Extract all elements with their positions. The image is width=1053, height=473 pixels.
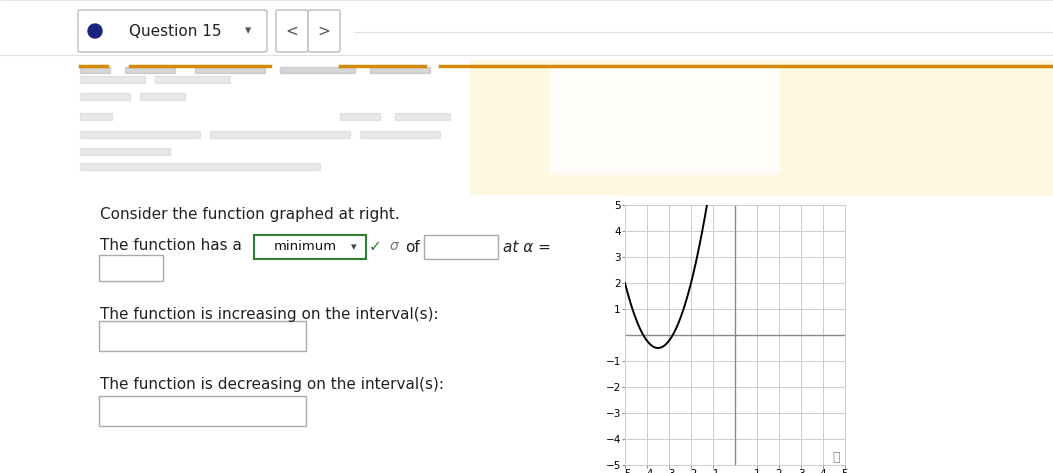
Text: <: < (285, 24, 298, 38)
Text: at α =: at α = (503, 239, 551, 254)
Bar (210, 131, 350, 138)
Bar (155, 76, 230, 83)
FancyBboxPatch shape (99, 255, 163, 281)
Text: σ: σ (390, 239, 399, 253)
Text: ▾: ▾ (245, 25, 251, 37)
Text: The function is decreasing on the interval(s):: The function is decreasing on the interv… (100, 377, 444, 393)
Bar (370, 67, 430, 73)
Bar (125, 67, 175, 73)
FancyBboxPatch shape (550, 65, 780, 175)
FancyBboxPatch shape (99, 321, 306, 351)
FancyBboxPatch shape (254, 235, 366, 259)
Text: Consider the function graphed at right.: Consider the function graphed at right. (100, 208, 400, 222)
Bar (470, 60, 1053, 195)
Text: minimum: minimum (274, 240, 337, 254)
Text: >: > (318, 24, 331, 38)
Bar (395, 113, 450, 120)
Bar (280, 67, 355, 73)
Bar (80, 67, 110, 73)
Bar (80, 148, 170, 155)
Bar (80, 131, 200, 138)
Bar (360, 131, 440, 138)
Text: 🔍: 🔍 (833, 451, 840, 464)
FancyBboxPatch shape (424, 235, 498, 259)
Bar (0, 195, 620, 473)
Text: The function has a: The function has a (100, 237, 242, 253)
FancyBboxPatch shape (307, 10, 340, 52)
Bar (80, 76, 145, 83)
Bar (140, 93, 185, 100)
Text: of: of (405, 239, 420, 254)
FancyBboxPatch shape (276, 10, 307, 52)
Text: Question 15: Question 15 (128, 24, 221, 38)
Bar (80, 163, 320, 170)
Bar (80, 113, 112, 120)
Bar (340, 113, 380, 120)
FancyBboxPatch shape (78, 10, 267, 52)
Circle shape (88, 24, 102, 38)
FancyBboxPatch shape (99, 396, 306, 426)
Text: ✓: ✓ (369, 239, 381, 254)
Text: ▾: ▾ (352, 242, 357, 252)
Bar (80, 93, 130, 100)
Text: The function is increasing on the interval(s):: The function is increasing on the interv… (100, 307, 439, 323)
Bar (195, 67, 265, 73)
